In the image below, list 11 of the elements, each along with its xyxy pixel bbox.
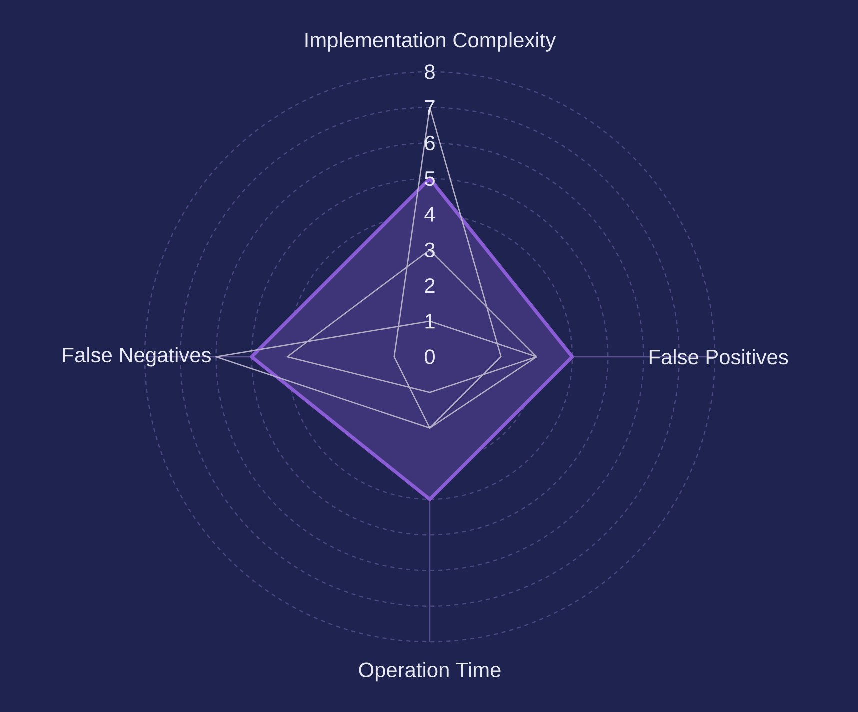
y-tick-label: 6 — [425, 136, 435, 151]
y-tick-label: 2 — [425, 278, 435, 294]
y-tick-label: 8 — [425, 64, 435, 80]
spoke-label: False Positives — [650, 349, 788, 365]
spoke-label: Operation Time — [359, 662, 501, 682]
spoke-label: Implementation Complexity — [306, 32, 556, 52]
spoke-label: False Negatives — [63, 347, 211, 367]
y-tick-label: 0 — [424, 350, 435, 364]
y-tick-label: 7 — [425, 100, 435, 115]
y-tick-label: 5 — [425, 172, 435, 186]
y-tick-label: 4 — [424, 207, 436, 222]
